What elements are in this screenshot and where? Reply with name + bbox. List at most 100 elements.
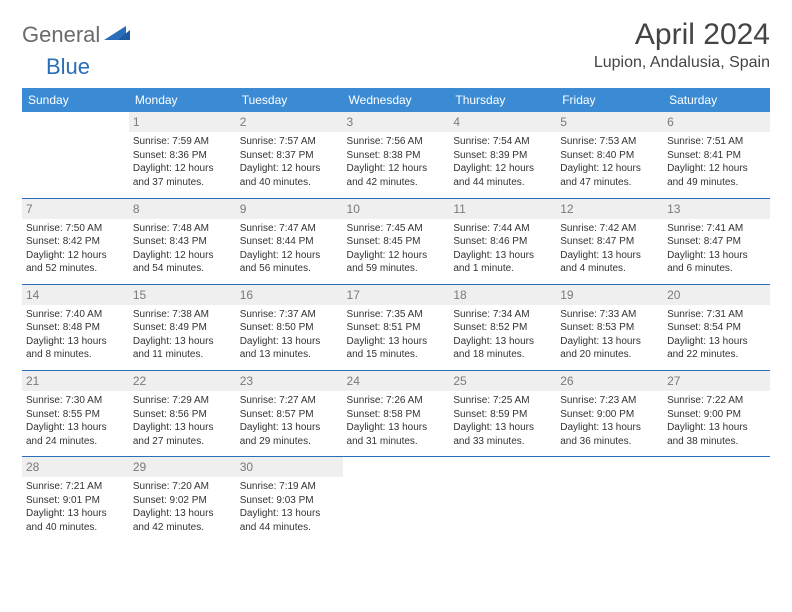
month-title: April 2024	[594, 18, 770, 52]
day-number: 18	[449, 285, 556, 305]
day-header: Monday	[129, 88, 236, 112]
daylight-text: Daylight: 13 hours and 44 minutes.	[240, 507, 339, 534]
calendar-cell: 4Sunrise: 7:54 AMSunset: 8:39 PMDaylight…	[449, 112, 556, 198]
daylight-text: Daylight: 12 hours and 47 minutes.	[560, 162, 659, 189]
sunrise-text: Sunrise: 7:56 AM	[347, 135, 446, 149]
calendar-cell: 24Sunrise: 7:26 AMSunset: 8:58 PMDayligh…	[343, 370, 450, 456]
daylight-text: Daylight: 13 hours and 20 minutes.	[560, 335, 659, 362]
day-number: 27	[663, 371, 770, 391]
sunset-text: Sunset: 8:56 PM	[133, 408, 232, 422]
sunset-text: Sunset: 8:37 PM	[240, 149, 339, 163]
calendar-cell	[556, 457, 663, 543]
daylight-text: Daylight: 12 hours and 54 minutes.	[133, 249, 232, 276]
calendar-cell: 13Sunrise: 7:41 AMSunset: 8:47 PMDayligh…	[663, 198, 770, 284]
calendar-cell	[663, 457, 770, 543]
daylight-text: Daylight: 13 hours and 33 minutes.	[453, 421, 552, 448]
day-number: 11	[449, 199, 556, 219]
day-number: 29	[129, 457, 236, 477]
sunset-text: Sunset: 8:59 PM	[453, 408, 552, 422]
sunrise-text: Sunrise: 7:31 AM	[667, 308, 766, 322]
calendar-cell: 15Sunrise: 7:38 AMSunset: 8:49 PMDayligh…	[129, 284, 236, 370]
sunrise-text: Sunrise: 7:54 AM	[453, 135, 552, 149]
sunrise-text: Sunrise: 7:35 AM	[347, 308, 446, 322]
logo-text-blue: Blue	[46, 54, 90, 79]
sunset-text: Sunset: 9:02 PM	[133, 494, 232, 508]
calendar-table: Sunday Monday Tuesday Wednesday Thursday…	[22, 88, 770, 543]
calendar-cell: 6Sunrise: 7:51 AMSunset: 8:41 PMDaylight…	[663, 112, 770, 198]
sunrise-text: Sunrise: 7:20 AM	[133, 480, 232, 494]
sunset-text: Sunset: 8:49 PM	[133, 321, 232, 335]
day-header: Tuesday	[236, 88, 343, 112]
sunset-text: Sunset: 8:40 PM	[560, 149, 659, 163]
day-number: 6	[663, 112, 770, 132]
daylight-text: Daylight: 13 hours and 18 minutes.	[453, 335, 552, 362]
sunset-text: Sunset: 8:41 PM	[667, 149, 766, 163]
day-header-row: Sunday Monday Tuesday Wednesday Thursday…	[22, 88, 770, 112]
sunset-text: Sunset: 9:00 PM	[667, 408, 766, 422]
daylight-text: Daylight: 13 hours and 1 minute.	[453, 249, 552, 276]
daylight-text: Daylight: 12 hours and 40 minutes.	[240, 162, 339, 189]
daylight-text: Daylight: 12 hours and 37 minutes.	[133, 162, 232, 189]
sunrise-text: Sunrise: 7:48 AM	[133, 222, 232, 236]
day-number: 22	[129, 371, 236, 391]
calendar-cell: 2Sunrise: 7:57 AMSunset: 8:37 PMDaylight…	[236, 112, 343, 198]
calendar-cell: 18Sunrise: 7:34 AMSunset: 8:52 PMDayligh…	[449, 284, 556, 370]
sunset-text: Sunset: 8:47 PM	[667, 235, 766, 249]
daylight-text: Daylight: 13 hours and 6 minutes.	[667, 249, 766, 276]
calendar-cell: 19Sunrise: 7:33 AMSunset: 8:53 PMDayligh…	[556, 284, 663, 370]
calendar-cell: 25Sunrise: 7:25 AMSunset: 8:59 PMDayligh…	[449, 370, 556, 456]
calendar-cell: 16Sunrise: 7:37 AMSunset: 8:50 PMDayligh…	[236, 284, 343, 370]
calendar-cell: 3Sunrise: 7:56 AMSunset: 8:38 PMDaylight…	[343, 112, 450, 198]
day-number: 23	[236, 371, 343, 391]
day-number: 10	[343, 199, 450, 219]
day-number: 28	[22, 457, 129, 477]
sunrise-text: Sunrise: 7:41 AM	[667, 222, 766, 236]
calendar-row: 21Sunrise: 7:30 AMSunset: 8:55 PMDayligh…	[22, 370, 770, 456]
sunrise-text: Sunrise: 7:30 AM	[26, 394, 125, 408]
day-number: 24	[343, 371, 450, 391]
calendar-cell: 23Sunrise: 7:27 AMSunset: 8:57 PMDayligh…	[236, 370, 343, 456]
calendar-cell: 12Sunrise: 7:42 AMSunset: 8:47 PMDayligh…	[556, 198, 663, 284]
sunrise-text: Sunrise: 7:50 AM	[26, 222, 125, 236]
sunset-text: Sunset: 9:01 PM	[26, 494, 125, 508]
sunrise-text: Sunrise: 7:34 AM	[453, 308, 552, 322]
calendar-cell: 9Sunrise: 7:47 AMSunset: 8:44 PMDaylight…	[236, 198, 343, 284]
sunrise-text: Sunrise: 7:37 AM	[240, 308, 339, 322]
calendar-cell: 8Sunrise: 7:48 AMSunset: 8:43 PMDaylight…	[129, 198, 236, 284]
day-number: 15	[129, 285, 236, 305]
sunset-text: Sunset: 8:54 PM	[667, 321, 766, 335]
calendar-cell: 21Sunrise: 7:30 AMSunset: 8:55 PMDayligh…	[22, 370, 129, 456]
sunset-text: Sunset: 8:57 PM	[240, 408, 339, 422]
sunrise-text: Sunrise: 7:44 AM	[453, 222, 552, 236]
day-number: 14	[22, 285, 129, 305]
calendar-cell: 17Sunrise: 7:35 AMSunset: 8:51 PMDayligh…	[343, 284, 450, 370]
calendar-cell: 10Sunrise: 7:45 AMSunset: 8:45 PMDayligh…	[343, 198, 450, 284]
sunrise-text: Sunrise: 7:47 AM	[240, 222, 339, 236]
sunrise-text: Sunrise: 7:21 AM	[26, 480, 125, 494]
sunset-text: Sunset: 9:00 PM	[560, 408, 659, 422]
calendar-cell: 26Sunrise: 7:23 AMSunset: 9:00 PMDayligh…	[556, 370, 663, 456]
day-number: 25	[449, 371, 556, 391]
sunset-text: Sunset: 8:42 PM	[26, 235, 125, 249]
calendar-cell: 1Sunrise: 7:59 AMSunset: 8:36 PMDaylight…	[129, 112, 236, 198]
day-number: 30	[236, 457, 343, 477]
calendar-cell: 7Sunrise: 7:50 AMSunset: 8:42 PMDaylight…	[22, 198, 129, 284]
daylight-text: Daylight: 13 hours and 11 minutes.	[133, 335, 232, 362]
calendar-cell	[449, 457, 556, 543]
calendar-cell: 27 Sunrise: 7:22 AMSunset: 9:00 PMDayligh…	[663, 370, 770, 456]
daylight-text: Daylight: 13 hours and 38 minutes.	[667, 421, 766, 448]
sunrise-text: Sunrise: 7:23 AM	[560, 394, 659, 408]
calendar-row: 7Sunrise: 7:50 AMSunset: 8:42 PMDaylight…	[22, 198, 770, 284]
sunrise-text: Sunrise: 7:40 AM	[26, 308, 125, 322]
sunrise-text: Sunrise: 7:27 AM	[240, 394, 339, 408]
sunrise-text: Sunrise: 7:51 AM	[667, 135, 766, 149]
sunrise-text: Sunrise: 7:26 AM	[347, 394, 446, 408]
calendar-row: 1Sunrise: 7:59 AMSunset: 8:36 PMDaylight…	[22, 112, 770, 198]
day-number: 20	[663, 285, 770, 305]
day-number: 9	[236, 199, 343, 219]
sunrise-text: Sunrise: 7:42 AM	[560, 222, 659, 236]
sunrise-text: Sunrise: 7:19 AM	[240, 480, 339, 494]
daylight-text: Daylight: 13 hours and 22 minutes.	[667, 335, 766, 362]
sunset-text: Sunset: 8:47 PM	[560, 235, 659, 249]
sunrise-text: Sunrise: 7:22 AM	[667, 394, 766, 408]
